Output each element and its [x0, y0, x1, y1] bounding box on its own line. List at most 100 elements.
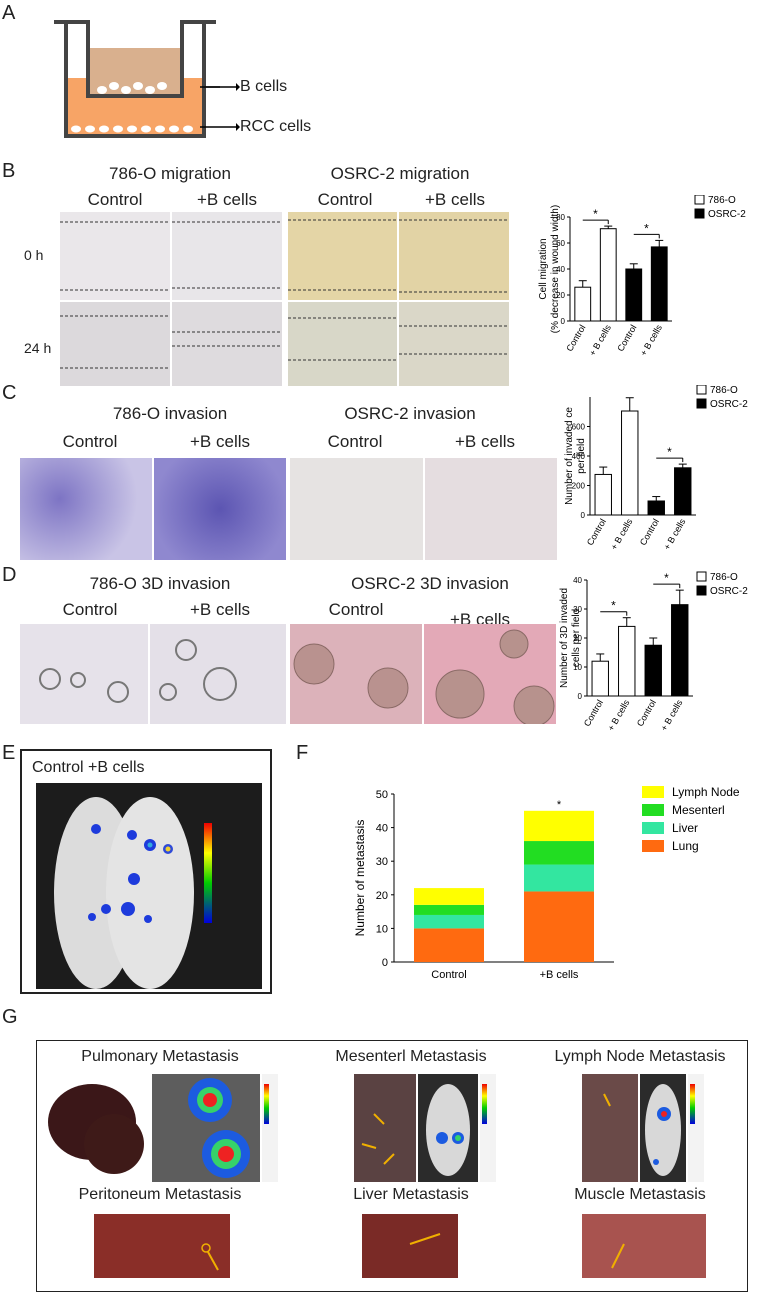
transwell-diagram [54, 20, 220, 138]
bar [644, 644, 662, 697]
col-bcells-786o-c: +B cells [190, 432, 250, 451]
micrograph-786o-control-invasion [20, 458, 152, 560]
y-axis-label: Number of metastasis [353, 820, 367, 937]
col-control-786o: Control [87, 190, 143, 209]
micrograph-osrc2-control-0h [288, 212, 397, 300]
col-control-786o-d: Control [62, 600, 118, 619]
y-axis-label-line: Cell migration [538, 238, 549, 299]
legend-swatch [642, 840, 664, 852]
panel-letter-a: A [2, 2, 16, 24]
sig-star: * [644, 221, 649, 235]
y-tick-label: 0 [578, 692, 583, 701]
legend-label: Mesenterl [672, 803, 725, 817]
row-24h: 24 h [24, 340, 52, 356]
col-control-osrc2: Control [317, 190, 373, 209]
bar [621, 410, 639, 516]
x-tick-label: Control [635, 698, 658, 728]
legend-swatch [642, 822, 664, 834]
y-tick-label: 30 [573, 605, 582, 614]
legend-label: Lymph Node [672, 785, 740, 799]
stacked-bar-segment [414, 914, 484, 929]
panel-letter-b: B [2, 160, 16, 182]
organ-title-lymph-node: Lymph Node Metastasis [554, 1048, 726, 1065]
x-tick-label: + B cells [659, 698, 685, 733]
x-tick-label: + B cells [587, 323, 613, 358]
legend-swatch [696, 571, 707, 582]
scale-bar-g1 [262, 1074, 278, 1182]
y-axis-label-line: Number of 3D invaded [559, 588, 570, 688]
legend-swatch [642, 786, 664, 798]
col-bcells-osrc2: +B cells [425, 190, 485, 209]
organ-title-pulmonary: Pulmonary Metastasis [81, 1048, 239, 1065]
row-0h: 0 h [24, 247, 44, 263]
y-tick-label: 10 [573, 663, 582, 672]
title-osrc2-migration: OSRC-2 migration [330, 164, 470, 183]
y-axis-label-line: cells per field [571, 609, 582, 667]
micrograph-786o-control-24h [60, 302, 170, 386]
title-786o-invasion: 786-O invasion [112, 404, 228, 423]
legend-swatch [696, 585, 707, 596]
micrograph-786o-bcells-24h [172, 302, 282, 386]
micrograph-osrc2-bcells-0h [399, 212, 509, 300]
micrograph-osrc2-bcells-invasion [425, 458, 557, 560]
x-tick-label: Control [431, 969, 466, 981]
stacked-bar-segment [524, 891, 594, 962]
photo-peritoneum [94, 1214, 230, 1278]
y-tick-label: 80 [556, 213, 565, 222]
stacked-bar-segment [414, 904, 484, 915]
legend-label: OSRC-2 [710, 399, 748, 410]
micrograph-786o-bcells-invasion [154, 458, 286, 560]
organ-title-mesenterl: Mesenterl Metastasis [335, 1048, 487, 1065]
bar [574, 286, 592, 322]
bar [599, 228, 617, 322]
x-tick-label: Control [582, 698, 605, 728]
y-axis-label-line: per field [576, 438, 587, 474]
panel-letter-g: G [2, 1006, 18, 1028]
x-tick-label: + B cells [609, 517, 635, 552]
imaging-title: Control +B cells [32, 759, 145, 776]
sig-star: * [664, 571, 669, 585]
micrograph-786o-control-3d [20, 624, 148, 724]
label-b-cells: B cells [240, 78, 288, 95]
micrograph-osrc2-bcells-3d [424, 624, 556, 724]
x-tick-label: + B cells [606, 698, 632, 733]
photo-lung [44, 1074, 150, 1182]
title-osrc2-invasion: OSRC-2 invasion [344, 404, 476, 423]
stacked-bar-segment [414, 928, 484, 962]
legend-label: Lung [672, 839, 699, 853]
y-tick-label: 0 [382, 957, 388, 969]
y-axis-label: Number of 3D invadedcells per field [559, 588, 582, 688]
y-tick-label: 40 [573, 576, 582, 585]
legend-swatch [694, 208, 705, 219]
bar [671, 604, 689, 697]
y-axis-label: Number of invaded ceper field [564, 407, 587, 505]
legend-label: 786-O [708, 195, 736, 206]
photo-liver [362, 1214, 458, 1278]
y-tick-label: 600 [572, 423, 586, 432]
bioluminescence-image [36, 783, 262, 989]
bar [591, 660, 609, 697]
y-tick-label: 20 [556, 291, 565, 300]
title-786o-3d-invasion: 786-O 3D invasion [89, 574, 231, 593]
y-tick-label: 30 [376, 856, 388, 868]
arrows [200, 83, 240, 131]
x-tick-label: + B cells [638, 323, 664, 358]
bar [674, 467, 692, 516]
title-786o-migration: 786-O migration [109, 164, 231, 183]
micrograph-osrc2-control-3d [290, 624, 422, 724]
legend-label: 786-O [710, 385, 738, 396]
legend-label: Liver [672, 821, 698, 835]
micrograph-osrc2-bcells-24h [399, 302, 509, 386]
imaging-frame: Control +B cells [20, 749, 272, 994]
organ-title-peritoneum: Peritoneum Metastasis [78, 1186, 242, 1203]
photo-mesentery-imaging [418, 1074, 478, 1182]
x-tick-label: Control [638, 517, 661, 547]
scale-bar-g3 [688, 1074, 704, 1182]
legend-swatch [696, 398, 707, 409]
legend-swatch [642, 804, 664, 816]
panel-letter-e: E [2, 742, 16, 764]
sig-star: * [611, 599, 616, 613]
legend-label: 786-O [710, 572, 738, 583]
